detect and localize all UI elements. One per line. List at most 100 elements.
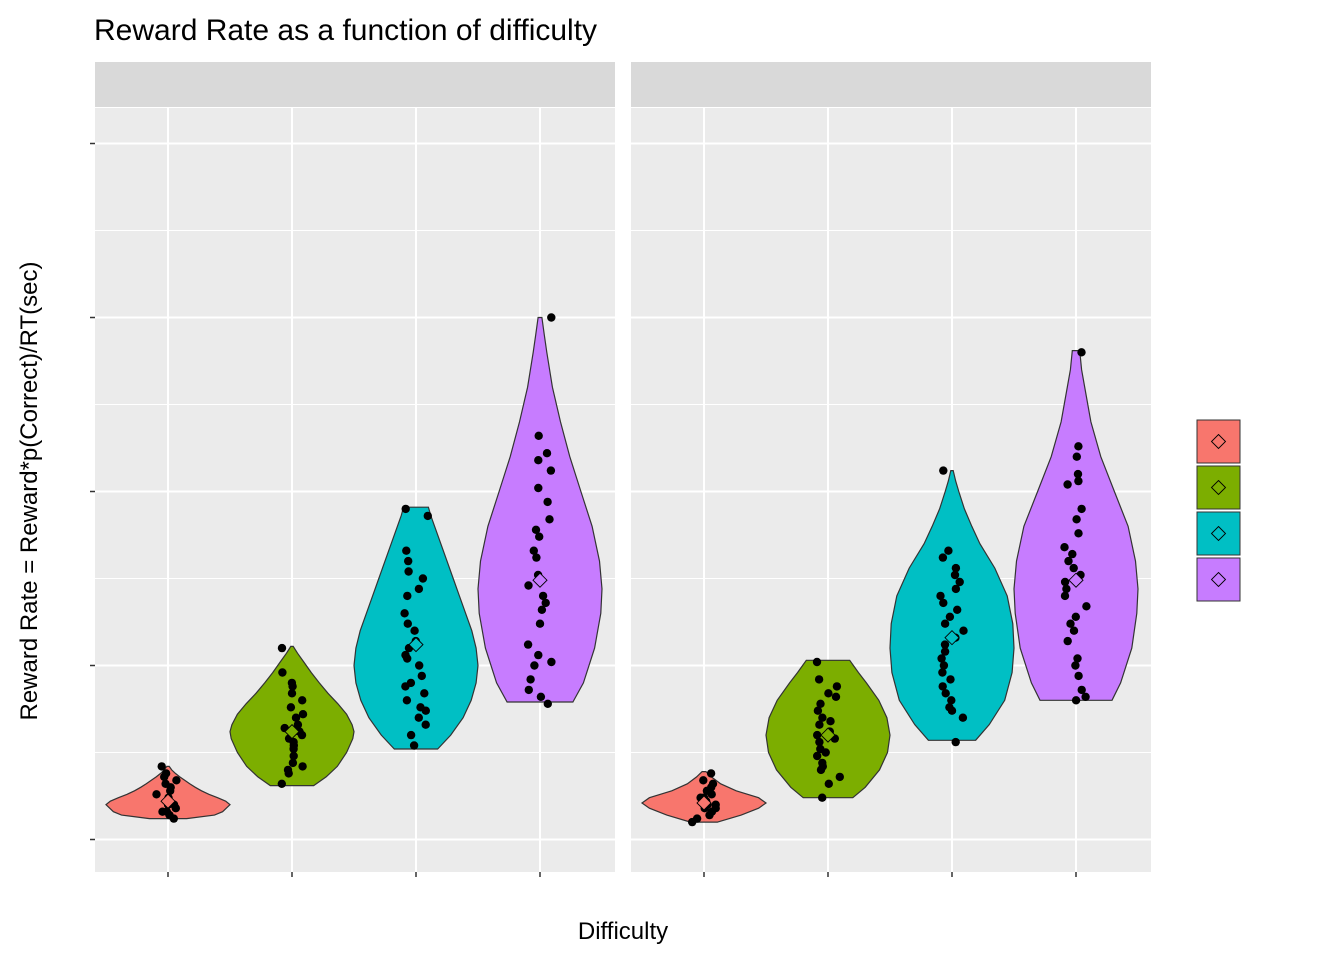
- data-point: [938, 553, 948, 562]
- data-point: [951, 584, 961, 594]
- data-point: [534, 483, 543, 493]
- data-point: [543, 497, 552, 507]
- data-point: [938, 682, 947, 691]
- data-point: [1073, 469, 1083, 479]
- data-point: [416, 703, 425, 712]
- data-point: [534, 650, 543, 660]
- data-point: [545, 515, 554, 524]
- data-point: [939, 466, 948, 475]
- legend-key: [1196, 465, 1241, 510]
- data-point: [406, 730, 416, 740]
- violin-group-long: [889, 466, 1015, 747]
- data-point: [944, 546, 953, 555]
- diamond-icon: [1210, 433, 1227, 450]
- data-point: [291, 713, 301, 722]
- data-point: [1077, 685, 1086, 695]
- x-axis-title: Difficulty: [578, 918, 668, 945]
- data-point: [410, 626, 419, 635]
- data-point: [409, 741, 419, 750]
- panels: [95, 62, 1151, 877]
- facet-strip: [95, 62, 615, 107]
- violin-long: [889, 470, 1015, 741]
- data-point: [414, 713, 423, 722]
- data-point: [1060, 577, 1070, 587]
- data-point: [414, 584, 424, 594]
- data-point: [708, 779, 718, 788]
- data-point: [1072, 515, 1081, 524]
- data-point: [278, 668, 287, 677]
- data-point: [293, 720, 303, 729]
- data-point: [530, 661, 539, 670]
- data-point: [298, 762, 307, 771]
- mean-marker: [696, 795, 712, 811]
- data-point: [542, 449, 552, 458]
- data-point: [945, 703, 954, 712]
- violin-v.long: [477, 316, 603, 703]
- data-point: [404, 556, 413, 566]
- data-point: [400, 609, 409, 618]
- data-point: [526, 675, 535, 684]
- data-point: [536, 692, 546, 701]
- data-point: [1069, 563, 1078, 573]
- violin-med: [229, 645, 355, 787]
- diamond-icon: [1210, 571, 1227, 588]
- violin-group-long: [353, 504, 479, 750]
- data-point: [417, 671, 426, 681]
- data-point: [816, 744, 825, 754]
- data-point: [402, 546, 411, 555]
- data-point: [958, 713, 968, 722]
- violin-group-med: [229, 643, 355, 788]
- mean-marker: [408, 636, 424, 653]
- data-point: [535, 532, 544, 541]
- data-point: [161, 769, 171, 778]
- data-point: [152, 790, 161, 799]
- data-point: [547, 657, 556, 667]
- data-point: [546, 466, 556, 475]
- data-point: [402, 696, 412, 705]
- data-point: [938, 668, 947, 677]
- y-axis-title: Reward Rate = Reward*p(Correct)/RT(sec): [16, 261, 43, 720]
- data-point: [1071, 696, 1081, 705]
- data-point: [818, 758, 827, 768]
- data-point: [940, 647, 950, 656]
- data-point: [1074, 442, 1083, 451]
- data-point: [406, 678, 416, 688]
- data-point: [699, 776, 708, 785]
- violin-group-v.long: [477, 313, 603, 708]
- data-point: [283, 765, 293, 775]
- data-point: [950, 570, 960, 580]
- data-point: [1063, 636, 1072, 646]
- data-point: [532, 553, 541, 562]
- data-point: [534, 431, 543, 440]
- data-point: [403, 619, 412, 628]
- data-point: [816, 699, 825, 708]
- data-point: [815, 737, 824, 747]
- data-point: [940, 619, 950, 628]
- data-point: [1060, 591, 1070, 601]
- data-point: [298, 696, 307, 705]
- violin-group-short: [105, 762, 231, 823]
- data-point: [692, 814, 702, 823]
- data-point: [420, 689, 429, 698]
- data-point: [404, 567, 413, 576]
- legend-key: [1196, 511, 1241, 556]
- data-point: [937, 654, 946, 663]
- data-point: [423, 511, 432, 521]
- diamond-icon: [1210, 479, 1227, 496]
- data-point: [1062, 584, 1071, 594]
- data-point: [1068, 549, 1077, 559]
- legend-item-v.long: [1196, 557, 1241, 602]
- data-point: [415, 661, 424, 670]
- data-point: [537, 605, 547, 614]
- data-point: [814, 675, 824, 684]
- data-point: [1074, 529, 1083, 538]
- data-point: [524, 581, 533, 590]
- mean-marker: [532, 572, 548, 588]
- data-point: [1066, 619, 1075, 628]
- legend-key: [1196, 557, 1241, 602]
- data-point: [418, 574, 428, 583]
- data-point: [1072, 452, 1082, 461]
- data-point: [1077, 348, 1086, 357]
- data-point: [951, 563, 961, 573]
